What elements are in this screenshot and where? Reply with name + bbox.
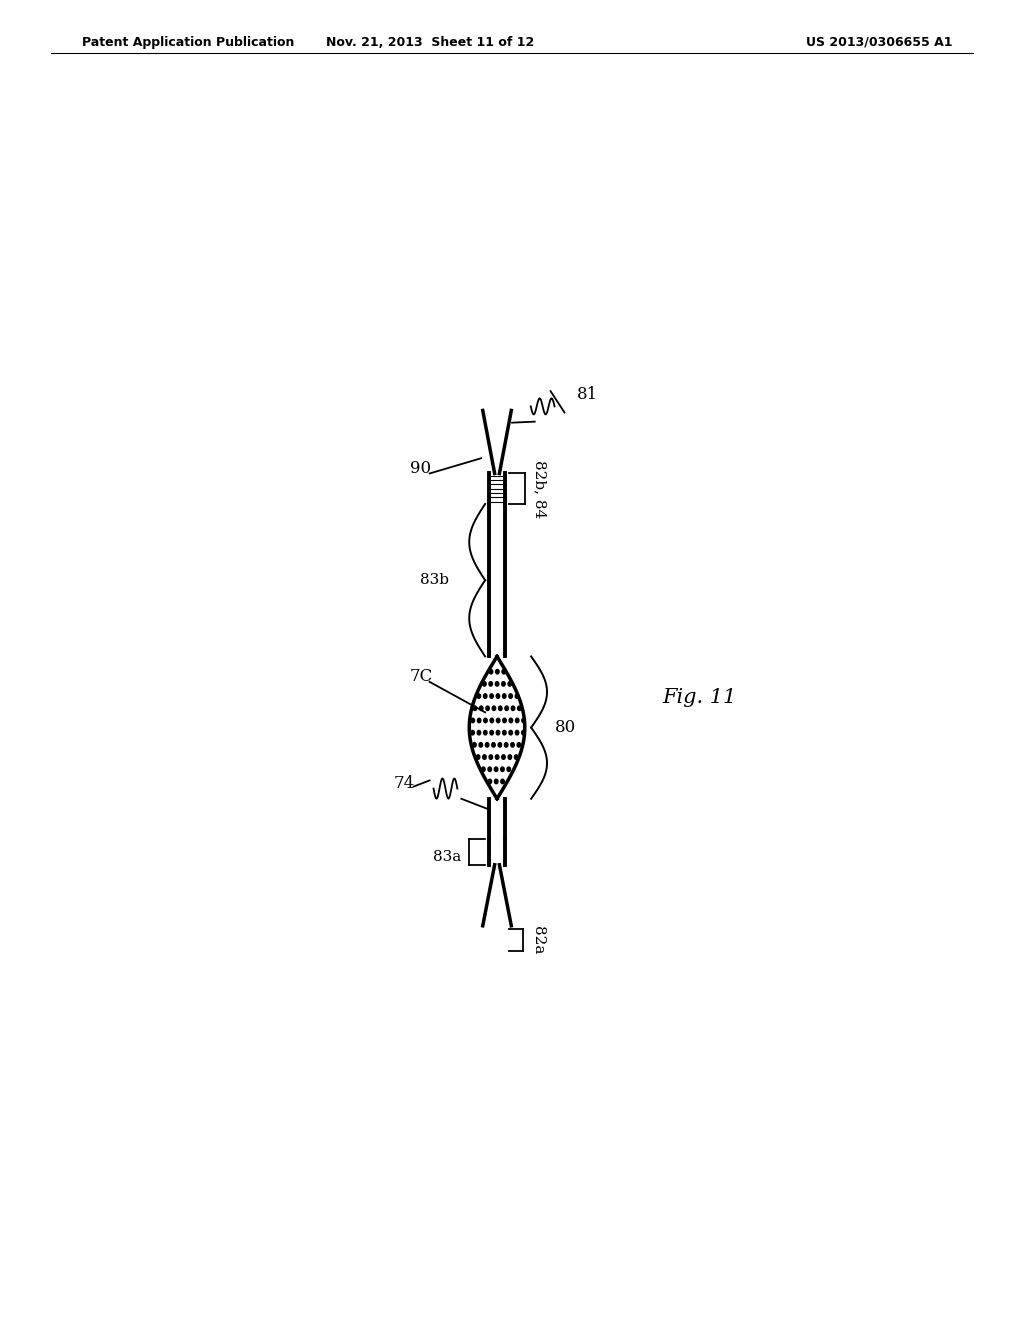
Circle shape <box>471 718 474 723</box>
Circle shape <box>508 681 512 686</box>
Circle shape <box>503 718 506 723</box>
Circle shape <box>495 779 498 784</box>
Text: 81: 81 <box>577 385 598 403</box>
Polygon shape <box>469 656 524 799</box>
Text: 74: 74 <box>394 775 415 792</box>
Circle shape <box>517 743 520 747</box>
Circle shape <box>488 779 492 784</box>
Circle shape <box>515 730 519 735</box>
Circle shape <box>511 743 514 747</box>
Text: 82b, 84: 82b, 84 <box>532 459 547 517</box>
Circle shape <box>502 669 506 675</box>
Circle shape <box>483 694 487 698</box>
Text: Patent Application Publication: Patent Application Publication <box>82 36 294 49</box>
Text: 82a: 82a <box>531 925 545 954</box>
Circle shape <box>501 779 504 784</box>
Circle shape <box>485 743 488 747</box>
Circle shape <box>479 743 482 747</box>
Circle shape <box>489 755 493 759</box>
Text: 83a: 83a <box>433 850 461 865</box>
Circle shape <box>495 767 498 771</box>
Text: US 2013/0306655 A1: US 2013/0306655 A1 <box>806 36 952 49</box>
Circle shape <box>471 730 474 735</box>
Circle shape <box>477 730 480 735</box>
Text: 7C: 7C <box>410 668 433 685</box>
Circle shape <box>497 694 500 698</box>
Circle shape <box>515 694 519 698</box>
Text: 80: 80 <box>555 719 577 737</box>
Circle shape <box>501 767 504 771</box>
Circle shape <box>485 706 489 710</box>
Circle shape <box>488 767 492 771</box>
Circle shape <box>496 755 499 759</box>
Circle shape <box>477 718 481 723</box>
Circle shape <box>509 694 512 698</box>
Circle shape <box>503 730 506 735</box>
Circle shape <box>502 755 505 759</box>
Circle shape <box>489 681 493 686</box>
Circle shape <box>489 730 494 735</box>
Circle shape <box>496 681 499 686</box>
Circle shape <box>503 694 506 698</box>
Circle shape <box>479 706 483 710</box>
Circle shape <box>498 743 502 747</box>
Text: Nov. 21, 2013  Sheet 11 of 12: Nov. 21, 2013 Sheet 11 of 12 <box>326 36 535 49</box>
Circle shape <box>483 730 487 735</box>
Circle shape <box>509 718 513 723</box>
Circle shape <box>505 743 508 747</box>
Circle shape <box>481 767 485 771</box>
Circle shape <box>507 767 511 771</box>
Circle shape <box>490 718 494 723</box>
Circle shape <box>517 706 521 710</box>
Text: Fig. 11: Fig. 11 <box>663 688 736 706</box>
Circle shape <box>496 669 499 675</box>
Circle shape <box>489 694 494 698</box>
Circle shape <box>483 718 487 723</box>
Circle shape <box>492 743 496 747</box>
Circle shape <box>497 718 500 723</box>
Circle shape <box>514 755 518 759</box>
Circle shape <box>515 718 519 723</box>
Circle shape <box>499 706 502 710</box>
Circle shape <box>502 681 505 686</box>
Circle shape <box>493 706 496 710</box>
Circle shape <box>509 730 512 735</box>
Circle shape <box>482 755 486 759</box>
Circle shape <box>511 706 515 710</box>
Circle shape <box>476 755 480 759</box>
Text: 90: 90 <box>410 459 431 477</box>
Circle shape <box>473 743 476 747</box>
Circle shape <box>508 755 512 759</box>
Circle shape <box>521 730 525 735</box>
Circle shape <box>497 730 500 735</box>
Circle shape <box>505 706 508 710</box>
Circle shape <box>489 669 493 675</box>
Circle shape <box>522 718 525 723</box>
Circle shape <box>482 681 486 686</box>
Circle shape <box>477 694 480 698</box>
Circle shape <box>473 706 476 710</box>
Text: 83b: 83b <box>421 573 450 587</box>
